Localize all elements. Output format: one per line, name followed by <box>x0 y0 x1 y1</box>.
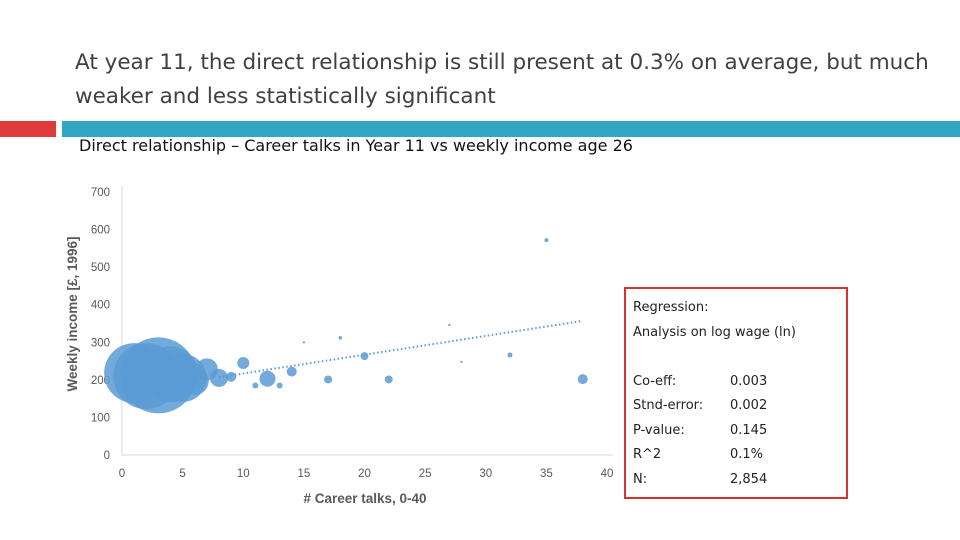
regression-row: Co-eff: 0.003 <box>633 370 846 395</box>
data-bubble <box>577 374 588 385</box>
title-divider-teal <box>62 121 960 137</box>
x-tick-label: 20 <box>358 468 371 480</box>
y-tick-label: 400 <box>91 300 110 312</box>
data-bubble <box>252 382 259 389</box>
x-axis-label: # Career talks, 0-40 <box>303 491 426 506</box>
regression-value: 0.003 <box>730 373 768 389</box>
regression-row: Stnd-error: 0.002 <box>633 394 846 419</box>
x-tick-label: 30 <box>479 468 492 480</box>
x-tick-label: 10 <box>237 468 250 480</box>
regression-value: 0.002 <box>730 398 768 413</box>
x-tick-label: 35 <box>540 468 553 480</box>
y-tick-label: 700 <box>91 187 110 199</box>
regression-row: N: 2,854 <box>633 468 846 493</box>
y-tick-label: 500 <box>91 262 110 274</box>
data-bubble <box>460 360 463 364</box>
data-bubble <box>324 375 333 384</box>
regression-value: 0.145 <box>730 422 768 438</box>
trendline <box>218 319 583 379</box>
regression-label: N: <box>633 471 648 487</box>
data-bubble <box>448 323 451 327</box>
y-tick-label: 0 <box>104 450 110 462</box>
regression-box: Regression: Analysis on log wage (ln) Co… <box>624 287 848 499</box>
data-bubble <box>259 370 276 387</box>
regression-value: 2,854 <box>730 471 768 487</box>
y-tick-label: 600 <box>91 225 110 237</box>
regression-analysis: Analysis on log wage (ln) <box>633 324 796 340</box>
y-axis-label: Weekly income [£, 1996] <box>65 236 80 391</box>
data-bubble <box>210 368 228 387</box>
data-bubble <box>338 335 343 340</box>
y-tick-label: 300 <box>91 337 110 349</box>
data-bubble <box>276 382 283 389</box>
x-tick-label: 5 <box>179 468 185 480</box>
regression-header: Regression: <box>633 300 709 315</box>
regression-row: R^2 0.1% <box>633 443 846 468</box>
regression-label: R^2 <box>633 447 662 462</box>
data-bubble <box>384 375 393 384</box>
data-bubble <box>544 238 549 243</box>
regression-row: P-value: 0.145 <box>633 419 846 444</box>
regression-label: P-value: <box>633 422 685 438</box>
data-bubble <box>226 371 237 382</box>
page-title: At year 11, the direct relationship is s… <box>75 50 929 109</box>
data-bubble <box>360 352 369 361</box>
data-bubble <box>237 356 250 369</box>
data-bubble <box>507 352 513 358</box>
y-tick-label: 100 <box>91 412 110 424</box>
data-bubble <box>302 341 306 344</box>
regression-value: 0.1% <box>730 447 764 462</box>
chart-subtitle: Direct relationship – Career talks in Ye… <box>79 136 633 155</box>
x-tick-label: 0 <box>119 468 125 480</box>
x-tick-label: 40 <box>601 468 614 480</box>
regression-label: Stnd-error: <box>633 398 704 413</box>
x-tick-label: 15 <box>297 468 310 480</box>
x-tick-label: 25 <box>419 468 432 480</box>
data-bubble <box>286 366 297 377</box>
title-divider-red <box>0 121 56 137</box>
regression-label: Co-eff: <box>633 373 677 389</box>
